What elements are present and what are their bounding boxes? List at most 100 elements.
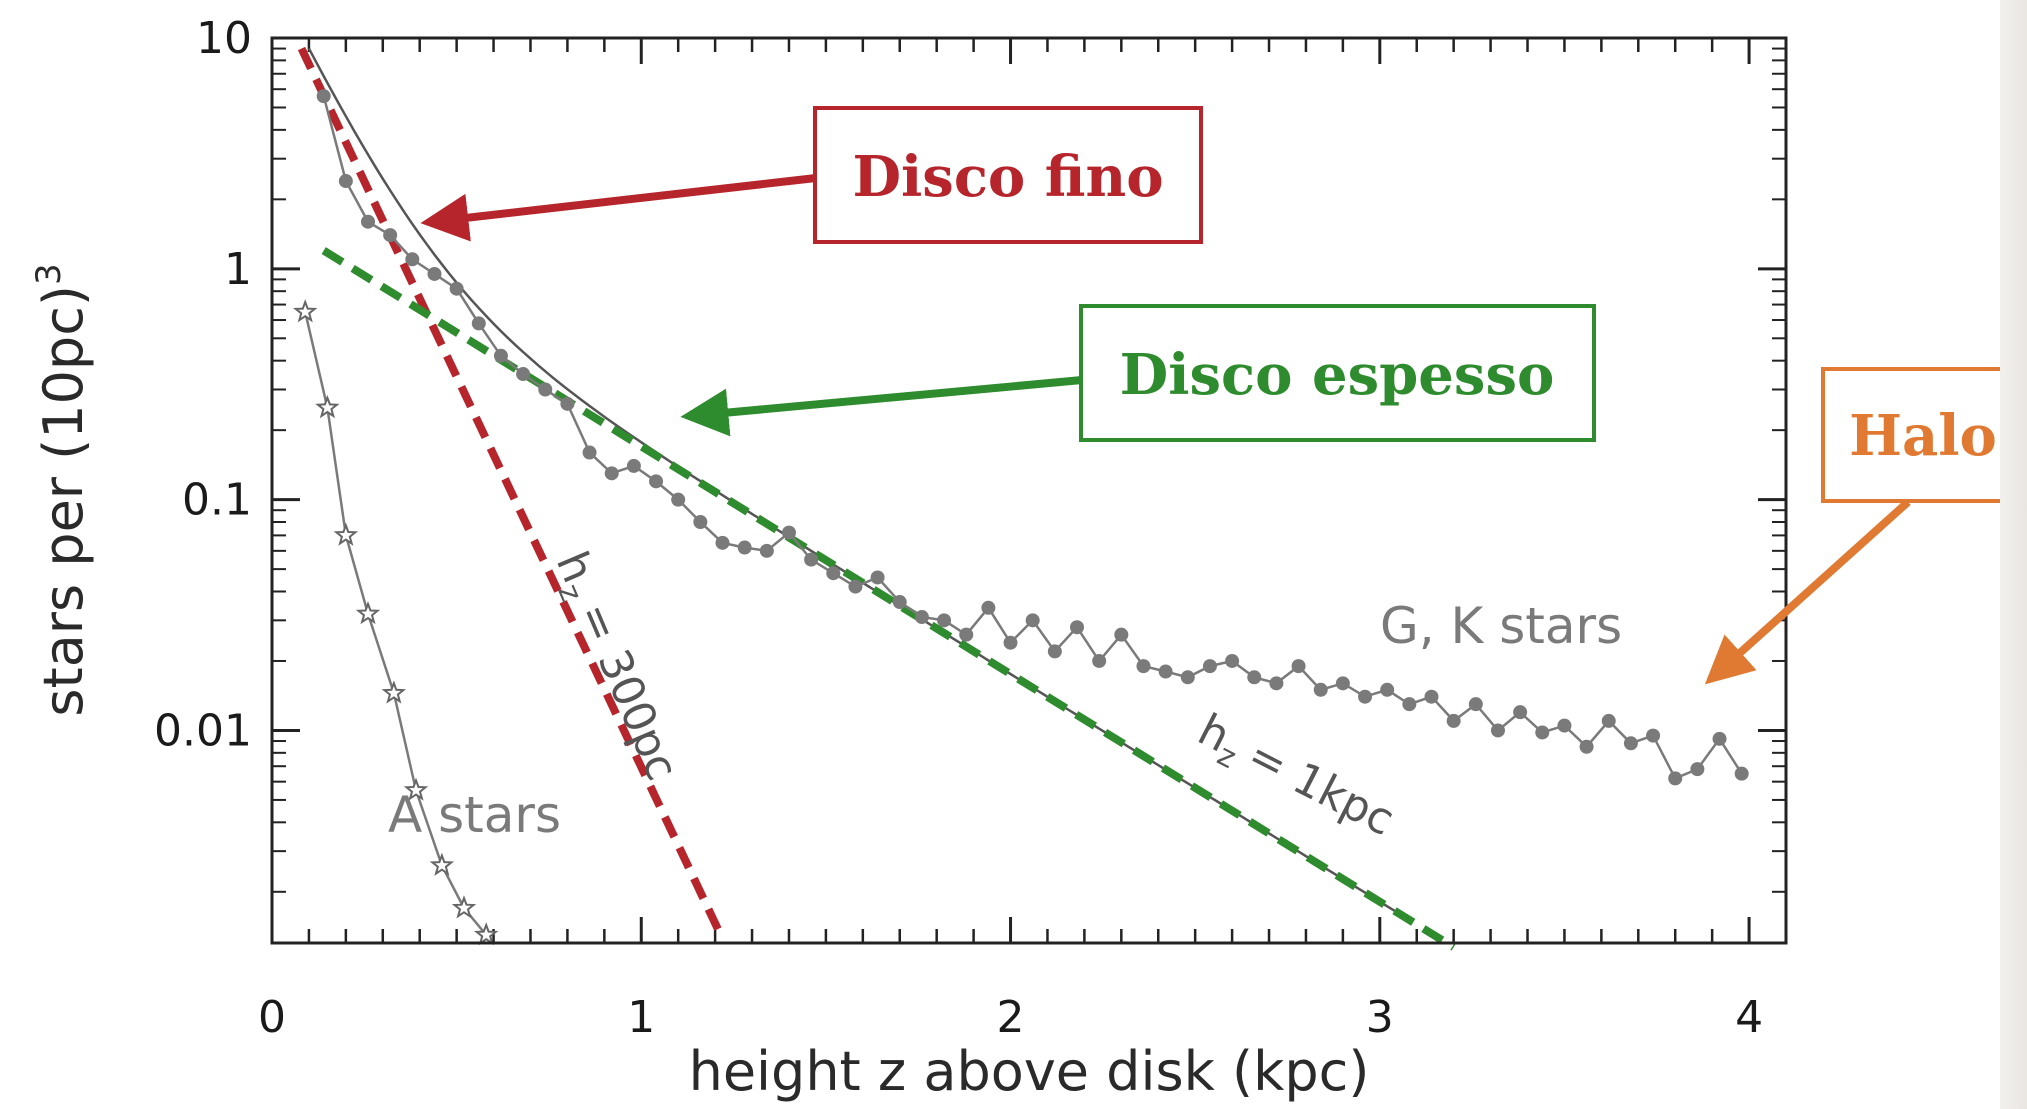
gk-stars-point xyxy=(1225,653,1240,668)
axis-ticks xyxy=(270,36,1788,943)
gk-stars-point xyxy=(715,535,730,550)
thin-disk-scale-label: hz= 300pc xyxy=(539,544,687,790)
gk-stars-point xyxy=(1358,689,1373,704)
thin-disk-box xyxy=(813,106,1203,244)
gk-stars-point xyxy=(1202,659,1217,674)
gk-stars-point xyxy=(1646,728,1661,743)
thick-disk-text: Disco espesso xyxy=(1120,342,1555,408)
gk-stars-point xyxy=(1380,682,1395,697)
gk-stars-point xyxy=(1513,705,1528,720)
thick-disk-model-line xyxy=(321,247,1456,951)
gk-stars-point xyxy=(1446,713,1461,728)
y-axis-title-exponent: 3 xyxy=(29,263,69,285)
halo-box xyxy=(1821,367,2000,503)
a-stars-point xyxy=(381,680,407,704)
a-stars-point xyxy=(292,299,318,323)
gk-stars-point xyxy=(937,613,952,628)
gk-stars-point xyxy=(1424,689,1439,704)
gk-stars-point xyxy=(826,566,841,581)
gk-stars-point xyxy=(1402,697,1417,712)
gk-stars-point xyxy=(1180,670,1195,685)
a-stars-label: A stars xyxy=(388,786,561,844)
gk-stars-point xyxy=(781,525,796,540)
x-tick-label: 2 xyxy=(997,992,1025,1043)
gk-stars-point xyxy=(693,515,708,530)
thick-disk-scale-label: hz= 1kpc xyxy=(1187,704,1402,852)
gk-stars-point xyxy=(493,348,508,363)
data-series xyxy=(292,89,1749,946)
gk-stars-point xyxy=(892,595,907,610)
x-tick-label: 3 xyxy=(1366,992,1394,1043)
a-stars-point xyxy=(333,522,359,546)
tick-labels: 0 1 2 3 4 10 1 0.1 0.01 xyxy=(154,13,1763,1043)
thin-disk-text: Disco fino xyxy=(852,144,1163,210)
gk-stars-point xyxy=(361,214,376,229)
a-stars-point xyxy=(403,777,429,801)
gk-stars-point xyxy=(1136,659,1151,674)
gk-stars-point xyxy=(1047,644,1062,659)
gk-stars-point xyxy=(1468,697,1483,712)
gk-stars-point xyxy=(1335,676,1350,691)
gk-stars-point xyxy=(338,174,353,189)
thin-disk-arrow xyxy=(420,174,817,242)
gk-stars-point xyxy=(516,367,531,382)
x-tick-label: 0 xyxy=(258,992,286,1043)
thin-disk-model-line xyxy=(297,46,727,941)
gk-stars-point xyxy=(1712,731,1727,746)
gk-stars-point xyxy=(959,627,974,642)
gk-stars-point xyxy=(604,466,619,481)
a-stars-point xyxy=(473,922,499,946)
gk-stars-point xyxy=(405,252,420,267)
gk-stars-point xyxy=(538,382,553,397)
halo-text: Halo xyxy=(1849,403,1997,469)
gk-stars-point xyxy=(914,610,929,625)
gk-stars-point xyxy=(1690,762,1705,777)
page-edge-strip xyxy=(2000,0,2027,1109)
halo-callout: Halo xyxy=(1704,367,2000,685)
model-curves xyxy=(297,46,1456,951)
gk-stars-point xyxy=(560,396,575,411)
x-axis-title: height z above disk (kpc) xyxy=(689,1040,1370,1103)
thick-disk-callout: Disco espesso xyxy=(680,304,1596,442)
gk-stars-point xyxy=(737,540,752,555)
gk-stars-point xyxy=(1557,718,1572,733)
gk-stars-point xyxy=(870,570,885,585)
y-tick-label: 1 xyxy=(224,244,252,295)
gk-stars-point xyxy=(1003,635,1018,650)
gk-stars-point xyxy=(1668,771,1683,786)
thin-disk-callout: Disco fino xyxy=(420,106,1203,244)
gk-stars-point xyxy=(1579,739,1594,754)
gk-stars-point xyxy=(1291,659,1306,674)
gk-stars-point xyxy=(1025,613,1040,628)
y-axis-title-main: stars per (10pc) xyxy=(32,285,95,717)
gk-stars-point xyxy=(383,228,398,243)
gk-stars-label: G, K stars xyxy=(1380,597,1622,655)
gk-stars-point xyxy=(427,266,442,281)
gk-stars-point xyxy=(649,474,664,489)
gk-stars-point xyxy=(1092,653,1107,668)
a-stars-point xyxy=(451,895,477,919)
halo-arrow xyxy=(1704,499,1911,685)
gk-stars-point xyxy=(1535,725,1550,740)
a-stars-point xyxy=(315,394,340,419)
gk-stars-point xyxy=(316,89,331,104)
thick-disk-arrow xyxy=(680,376,1083,437)
y-tick-label: 10 xyxy=(196,13,252,64)
gk-stars-point xyxy=(1070,620,1085,635)
gk-stars-point xyxy=(1247,670,1262,685)
gk-stars-point xyxy=(1269,676,1284,691)
gk-stars-point xyxy=(449,281,464,296)
gk-stars-point xyxy=(1623,736,1638,751)
gk-stars-point xyxy=(981,600,996,615)
a-stars-point xyxy=(355,601,381,625)
plot-frame xyxy=(270,36,1788,945)
gk-stars-point xyxy=(582,445,597,460)
gk-stars-point xyxy=(1313,682,1328,697)
gk-stars-point xyxy=(471,316,486,331)
a-stars-point xyxy=(429,852,455,876)
gk-stars-point xyxy=(1601,713,1616,728)
gk-stars-point xyxy=(1158,664,1173,679)
y-tick-label: 0.01 xyxy=(154,705,252,756)
gk-stars-point xyxy=(1734,766,1749,781)
